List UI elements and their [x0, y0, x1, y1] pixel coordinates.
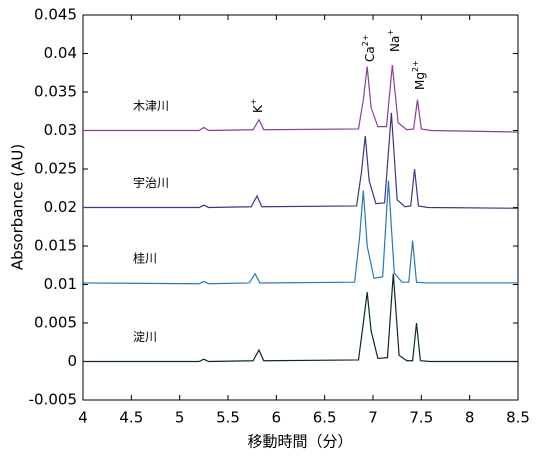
peak-label-base: K — [251, 104, 265, 113]
trace — [83, 112, 519, 209]
x-tick-label: 6 — [272, 409, 282, 427]
trace — [82, 180, 518, 285]
y-tick-label: 0.025 — [34, 160, 77, 178]
y-axis-label: Absorbance (AU) — [9, 144, 27, 270]
trace-label: 木津川 — [133, 99, 169, 113]
peak-label-base: Na — [388, 36, 402, 52]
trace-label: 宇治川 — [133, 176, 169, 190]
peak-label-sup: + — [249, 98, 258, 105]
peak-label-sup: 2+ — [411, 60, 420, 72]
peak-label: Ca2+ — [361, 34, 377, 62]
y-tick-label: 0.03 — [44, 121, 77, 139]
peak-label-sup: + — [386, 29, 395, 36]
peak-label: K+ — [249, 98, 265, 113]
y-tick-label: 0.045 — [34, 6, 77, 24]
x-tick-label: 7.5 — [409, 409, 433, 427]
y-tick-label: 0.035 — [34, 83, 77, 101]
y-tick-label: 0.02 — [44, 198, 77, 216]
y-tick-label: -0.005 — [29, 391, 77, 409]
y-tick-label: 0.01 — [44, 275, 77, 293]
y-tick-label: 0.015 — [34, 237, 77, 255]
y-tick-label: 0.005 — [34, 314, 77, 332]
trace-label: 桂川 — [133, 250, 157, 265]
x-tick-label: 8 — [465, 409, 475, 427]
peak-label-base: Ca — [363, 46, 377, 62]
trace-label: 淀川 — [133, 330, 157, 344]
x-tick-label: 5.5 — [216, 409, 240, 427]
x-tick-label: 7 — [368, 409, 378, 427]
x-tick-label: 4.5 — [119, 409, 143, 427]
y-tick-label: 0.04 — [44, 44, 77, 62]
peak-label: Mg2+ — [411, 60, 427, 90]
x-tick-label: 8.5 — [506, 409, 530, 427]
x-tick-label: 5 — [175, 409, 185, 427]
y-tick-label: 0 — [67, 352, 77, 370]
peak-label-sup: 2+ — [361, 34, 370, 46]
x-axis-label: 移動時間（分） — [247, 433, 352, 451]
trace — [83, 273, 518, 363]
peak-label-base: Mg — [413, 72, 427, 90]
x-tick-label: 6.5 — [313, 409, 337, 427]
peak-label: Na+ — [386, 29, 402, 52]
trace — [83, 64, 519, 133]
x-tick-label: 4 — [78, 409, 88, 427]
